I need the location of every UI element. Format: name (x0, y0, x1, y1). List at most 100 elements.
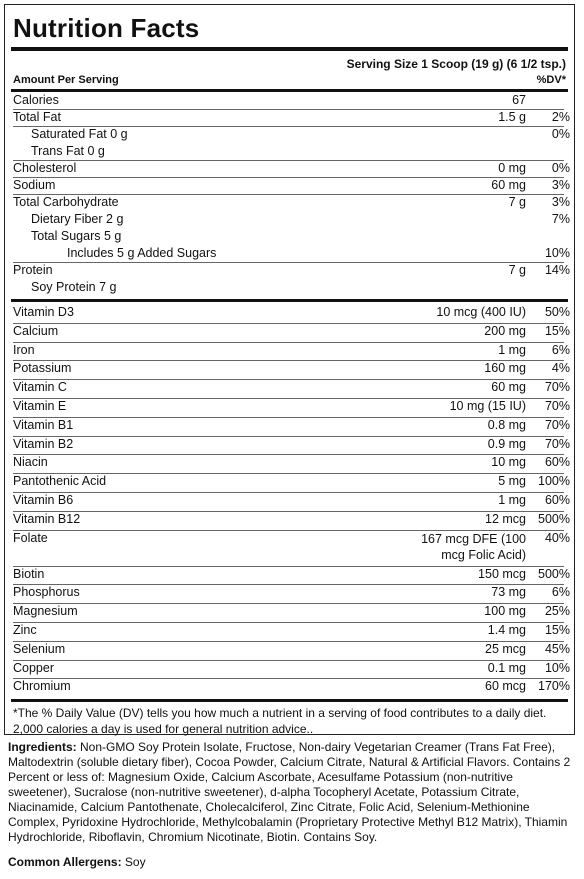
heavy-divider-top (11, 47, 568, 51)
nutrient-name: Cholesterol (13, 161, 77, 175)
nutrient-name: Saturated Fat 0 g (31, 127, 128, 141)
nutrient-name: Folate (13, 530, 48, 545)
nutrient-daily-value: 60% (544, 493, 570, 507)
nutrient-daily-value: 15% (544, 623, 570, 637)
nutrient-amount: 1 mg (498, 342, 526, 357)
nutrient-name: Includes 5 g Added Sugars (67, 246, 217, 260)
nutrient-amount: 67 (512, 93, 526, 107)
row-divider (13, 360, 564, 362)
nutrient-daily-value: 45% (544, 641, 570, 656)
nutrient-row: Saturated Fat 0 g 0% (13, 127, 570, 145)
nutrient-daily-value: 6% (551, 342, 570, 357)
nutrient-amount: 60 mg (491, 380, 526, 395)
daily-value-footnote: *The % Daily Value (DV) tells you how mu… (13, 706, 547, 736)
row-divider (13, 435, 564, 437)
nutrient-amount: 10 mg (15 IU) (449, 399, 526, 413)
nutrient-row: Phosphorus 73 mg 6% (13, 585, 570, 603)
nutrient-name: Zinc (13, 623, 37, 637)
nutrient-amount: 0 mg (498, 161, 526, 175)
nutrient-amount: 5 mg (498, 474, 526, 489)
allergens-section: Common Allergens: Soy (8, 855, 146, 869)
nutrient-row: Vitamin B1 0.8 mg 70% (13, 418, 570, 436)
nutrient-row: Total Fat 1.5 g 2% (13, 110, 570, 128)
nutrient-amount: 12 mcg (485, 511, 526, 526)
nutrient-name: Pantothenic Acid (13, 474, 107, 489)
nutrient-row: Dietary Fiber 2 g 7% (13, 212, 570, 230)
ingredients-text: Non-GMO Soy Protein Isolate, Fructose, N… (8, 740, 571, 844)
nutrient-amount: 60 mg (491, 178, 526, 192)
nutrient-amount: 25 mcg (485, 641, 526, 656)
nutrient-row: Vitamin E 10 mg (15 IU) 70% (13, 399, 570, 417)
nutrient-amount: 1.5 g (498, 110, 526, 124)
nutrient-name: Calcium (13, 323, 59, 338)
nutrient-daily-value: 170% (538, 679, 570, 694)
nutrient-name: Potassium (13, 361, 72, 376)
nutrient-amount: 1 mg (498, 493, 526, 507)
row-divider (13, 454, 564, 456)
nutrient-daily-value: 40% (544, 530, 570, 545)
nutrient-amount: 10 mcg (400 IU) (436, 305, 526, 319)
row-divider (13, 565, 564, 567)
serving-size: Serving Size 1 Scoop (19 g) (6 1/2 tsp.) (346, 57, 566, 71)
nutrient-daily-value: 50% (544, 305, 570, 319)
nutrient-daily-value: 15% (544, 323, 570, 338)
allergens-text: Soy (121, 855, 146, 869)
nutrient-daily-value: 3% (551, 178, 570, 192)
nutrient-daily-value: 25% (544, 604, 570, 619)
nutrient-daily-value: 0% (551, 127, 570, 141)
nutrient-name: Chromium (13, 679, 71, 694)
nutrient-amount: 0.9 mg (487, 436, 526, 451)
nutrient-daily-value: 6% (551, 585, 570, 600)
nutrient-row: Cholesterol 0 mg 0% (13, 161, 570, 179)
row-divider (13, 160, 564, 161)
nutrient-name: Vitamin B1 (13, 417, 74, 432)
row-divider (13, 603, 564, 605)
heavy-divider-footnote (11, 699, 568, 702)
nutrient-daily-value: 70% (544, 417, 570, 432)
nutrient-row: Potassium 160 mg 4% (13, 361, 570, 379)
nutrient-name: Vitamin D3 (13, 305, 74, 319)
row-divider (13, 322, 564, 324)
ingredients-section: Ingredients: Non-GMO Soy Protein Isolate… (8, 740, 574, 845)
nutrient-name: Iron (13, 342, 35, 357)
row-divider (13, 492, 564, 493)
daily-value-header: %DV* (536, 74, 566, 86)
nutrient-daily-value: 14% (544, 263, 570, 277)
nutrient-row: Includes 5 g Added Sugars 10% (13, 246, 570, 264)
nutrient-row: Vitamin C 60 mg 70% (13, 380, 570, 398)
nutrient-name: Selenium (13, 641, 66, 656)
row-divider (13, 584, 564, 586)
nutrient-name: Sodium (13, 178, 56, 192)
heavy-divider-header (11, 89, 568, 92)
row-divider (13, 659, 564, 661)
nutrient-row: Pantothenic Acid 5 mg 100% (13, 474, 570, 492)
nutrient-row: Total Carbohydrate 7 g 3% (13, 195, 570, 213)
row-divider (13, 529, 564, 531)
nutrient-daily-value: 7% (551, 212, 570, 226)
row-divider (13, 109, 564, 110)
nutrient-daily-value: 2% (551, 110, 570, 124)
row-divider (13, 126, 564, 127)
nutrient-name: Protein (13, 263, 53, 277)
row-divider (13, 510, 564, 512)
row-divider (13, 398, 564, 399)
nutrient-row: Folate 167 mcg DFE (100 mcg Folic Acid) 40… (13, 530, 570, 562)
nutrient-row: Calories 67 (13, 93, 570, 111)
allergens-label: Common Allergens: (8, 855, 122, 869)
nutrient-row: Zinc 1.4 mg 15% (13, 623, 570, 641)
nutrition-facts-panel: Nutrition Facts Serving Size 1 Scoop (19… (4, 4, 575, 736)
nutrient-daily-value: 3% (551, 195, 570, 209)
nutrient-daily-value: 10% (544, 660, 570, 675)
row-divider (13, 262, 564, 263)
nutrient-amount: 200 mg (484, 323, 526, 338)
nutrient-name: Biotin (13, 566, 45, 581)
nutrient-row: Vitamin D3 10 mcg (400 IU) 50% (13, 305, 570, 323)
row-divider (13, 177, 564, 178)
nutrient-daily-value: 70% (544, 436, 570, 451)
panel-title: Nutrition Facts (13, 13, 200, 43)
nutrient-daily-value: 10% (544, 246, 570, 260)
nutrient-row: Total Sugars 5 g (13, 229, 570, 247)
nutrient-amount: 10 mg (491, 455, 526, 470)
row-divider (13, 678, 564, 680)
nutrient-name: Copper (13, 660, 54, 675)
